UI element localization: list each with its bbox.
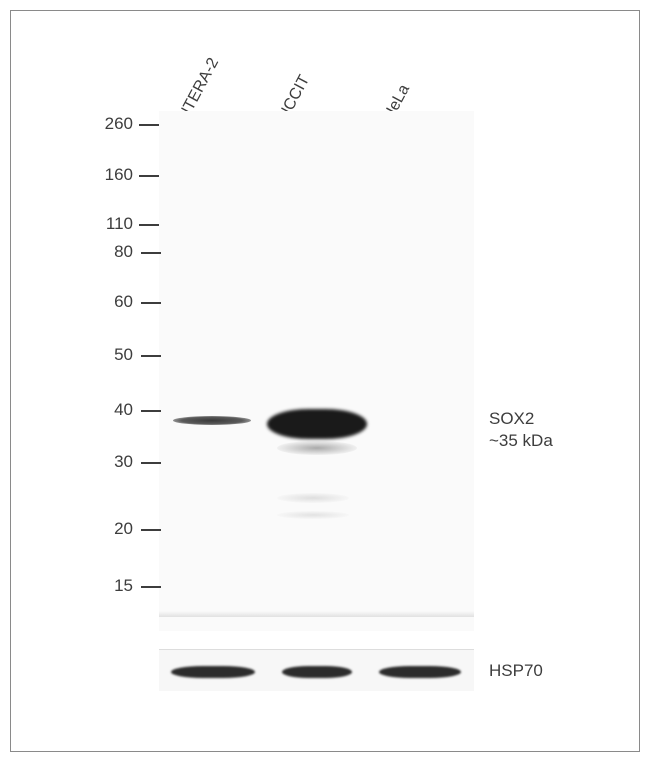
loading-control-strip [159,649,474,691]
mw-110: 110 [93,214,133,234]
mw-30: 30 [93,452,133,472]
hsp70-band-hela [379,666,461,678]
mw-80: 80 [93,242,133,262]
mw-160: 160 [93,165,133,185]
mw-20: 20 [93,519,133,539]
band-sox2-ntera2 [173,416,251,425]
hsp70-band-nccit [282,666,352,678]
tick-40 [141,410,161,412]
protein-name-label: SOX2 [489,409,534,429]
membrane-bottom-shadow [159,611,474,617]
mw-40: 40 [93,400,133,420]
band-sox2-nccit-smear [277,441,357,455]
blot-membrane [159,111,474,631]
faint-artifact-1 [277,493,349,503]
tick-260 [139,124,159,126]
tick-60 [141,302,161,304]
figure-frame: NTERA-2 NCCIT HeLa 260 160 110 80 60 50 … [10,10,640,752]
mw-260: 260 [93,114,133,134]
loading-control-label: HSP70 [489,661,543,681]
tick-160 [139,175,159,177]
observed-mw-label: ~35 kDa [489,431,553,451]
band-sox2-nccit [267,409,367,439]
tick-20 [141,529,161,531]
tick-110 [139,224,159,226]
mw-15: 15 [93,576,133,596]
hsp70-band-ntera2 [171,666,255,678]
mw-50: 50 [93,345,133,365]
faint-artifact-2 [277,511,349,519]
tick-15 [141,586,161,588]
tick-50 [141,355,161,357]
mw-60: 60 [93,292,133,312]
tick-80 [141,252,161,254]
tick-30 [141,462,161,464]
